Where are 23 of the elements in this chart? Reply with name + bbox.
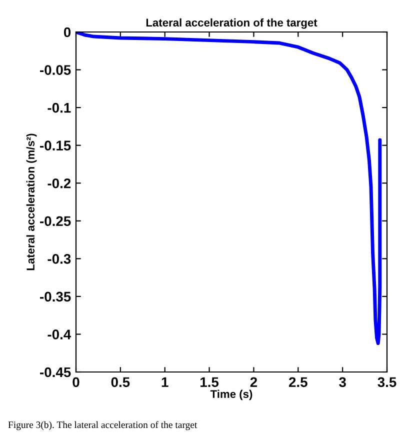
y-tick-label: -0.35 <box>40 292 71 302</box>
x-tick-label: 1 <box>162 377 168 387</box>
y-tick-label: -0.05 <box>40 65 71 75</box>
line-series <box>76 32 382 346</box>
x-tick-label: 1.5 <box>200 377 219 388</box>
y-tick-label: 0 <box>64 27 71 38</box>
chart-title: Lateral acceleration of the target <box>146 18 318 29</box>
x-tick-label: 3 <box>339 377 346 388</box>
x-tick-label: 0 <box>72 377 80 388</box>
x-tick-label: 3.5 <box>378 377 396 388</box>
y-tick-label: -0.45 <box>40 367 71 378</box>
x-tick-label: 2.5 <box>288 377 308 388</box>
x-tick-label: 0.5 <box>111 377 130 388</box>
x-tick-label: 2 <box>250 377 258 387</box>
y-tick-label: -0.2 <box>48 178 71 188</box>
y-tick-label: -0.25 <box>40 216 71 226</box>
y-tick-label: -0.15 <box>40 140 71 151</box>
y-tick-label: -0.1 <box>48 102 71 113</box>
y-tick-label: -0.4 <box>48 330 72 340</box>
caption: Figure 3(b). The lateral acceleration of the target <box>8 421 198 430</box>
y-tick-label: -0.3 <box>48 254 71 264</box>
y-axis-title: Lateral acceleration (m/s²) <box>26 134 37 270</box>
x-axis-title: Time (s) <box>210 390 252 400</box>
